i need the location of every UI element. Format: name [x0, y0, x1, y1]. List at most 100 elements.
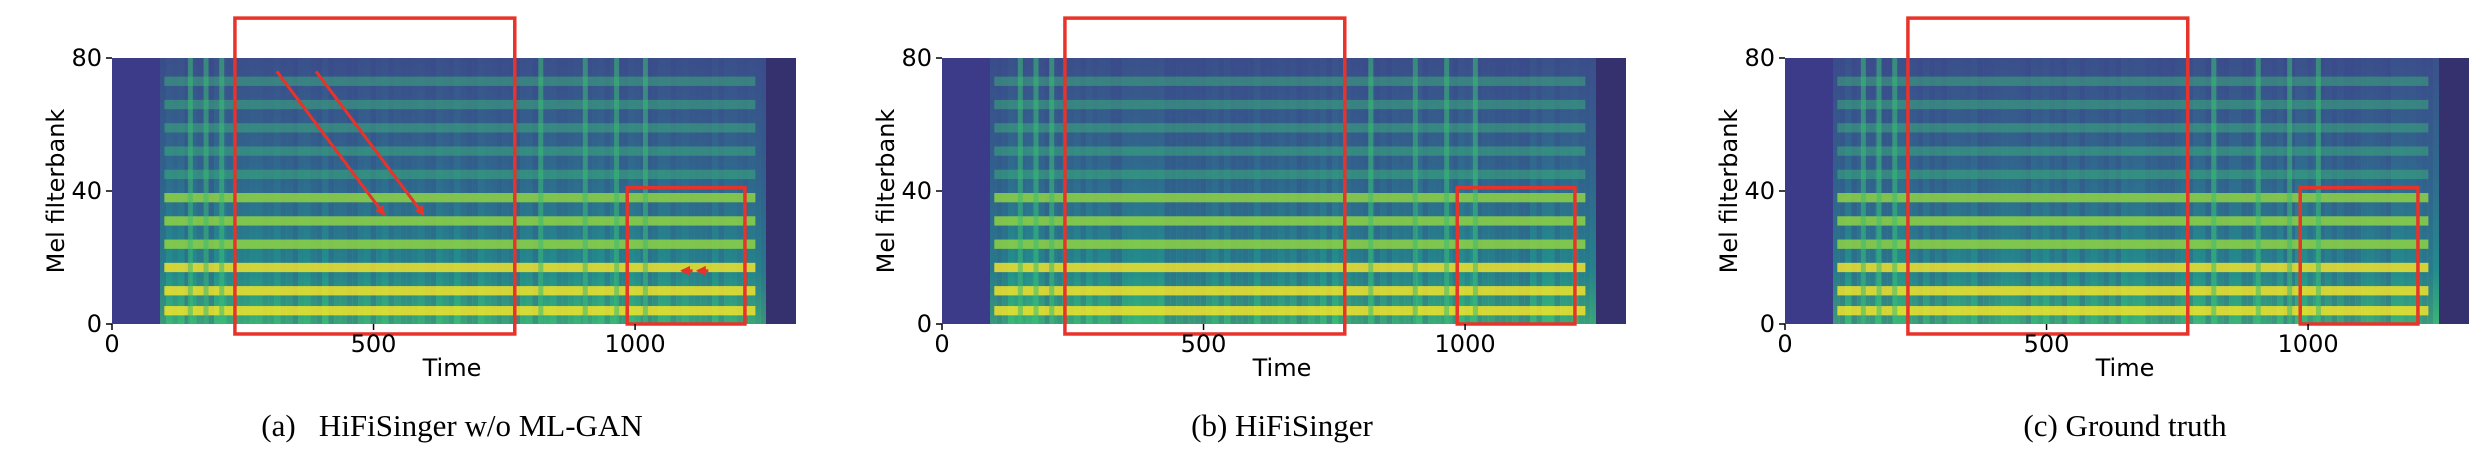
- voiced-column: [1134, 58, 1141, 324]
- voiced-column: [1014, 58, 1021, 324]
- silence-column: [154, 58, 160, 324]
- voiced-column: [1272, 58, 1279, 324]
- voiced-column: [1278, 58, 1285, 324]
- voiced-column: [2295, 58, 2302, 324]
- voiced-column: [658, 58, 665, 324]
- voiced-column: [2121, 58, 2128, 324]
- voiced-column: [2145, 58, 2152, 324]
- transient-line: [582, 58, 588, 324]
- harmonic-band: [1837, 239, 2429, 249]
- voiced-column: [2427, 58, 2434, 324]
- voiced-column: [2223, 58, 2230, 324]
- voiced-column: [472, 58, 479, 324]
- voiced-column: [1338, 58, 1345, 324]
- silence-column: [124, 58, 130, 324]
- voiced-column: [1320, 58, 1327, 324]
- voiced-column: [400, 58, 407, 324]
- x-tick-label: 500: [351, 330, 397, 358]
- voiced-column: [1548, 58, 1555, 324]
- harmonic-band: [1837, 262, 2429, 273]
- voiced-column: [1314, 58, 1321, 324]
- voiced-column: [1068, 58, 1075, 324]
- voiced-column: [2259, 58, 2266, 324]
- harmonic-band: [164, 99, 756, 110]
- transient-line: [1017, 58, 1023, 324]
- voiced-column: [376, 58, 383, 324]
- voiced-column: [1458, 58, 1465, 324]
- voiced-column: [496, 58, 503, 324]
- transient-line: [219, 58, 225, 324]
- voiced-column: [2055, 58, 2062, 324]
- voiced-column: [760, 58, 767, 324]
- voiced-column: [1422, 58, 1429, 324]
- silence-column: [1815, 58, 1821, 324]
- voiced-column: [1116, 58, 1123, 324]
- silence-column: [784, 58, 790, 324]
- voiced-column: [1398, 58, 1405, 324]
- voiced-column: [1392, 58, 1399, 324]
- voiced-column: [2343, 58, 2350, 324]
- voiced-column: [688, 58, 695, 324]
- voiced-column: [1434, 58, 1441, 324]
- voiced-column: [1869, 58, 1876, 324]
- voiced-column: [1488, 58, 1495, 324]
- silence-column: [2463, 58, 2469, 324]
- harmonic-band: [994, 306, 1586, 316]
- silence-column: [790, 58, 796, 324]
- voiced-column: [2397, 58, 2404, 324]
- voiced-column: [1266, 58, 1273, 324]
- voiced-column: [1332, 58, 1339, 324]
- voiced-column: [358, 58, 365, 324]
- spectrogram-plot: 0 500 1000 0 40 80: [71, 16, 796, 358]
- harmonic-band: [1837, 216, 2429, 226]
- voiced-column: [502, 58, 509, 324]
- voiced-column: [1923, 58, 1930, 324]
- silence-column: [1797, 58, 1803, 324]
- silence-column: [136, 58, 142, 324]
- silence-column: [1620, 58, 1626, 324]
- voiced-column: [328, 58, 335, 324]
- silence-column: [1821, 58, 1827, 324]
- voiced-column: [676, 58, 683, 324]
- harmonic-band: [1837, 99, 2429, 110]
- voiced-column: [730, 58, 737, 324]
- voiced-column: [1554, 58, 1561, 324]
- voiced-column: [1899, 58, 1906, 324]
- y-tick-label: 0: [917, 310, 932, 338]
- voiced-column: [1536, 58, 1543, 324]
- voiced-column: [208, 58, 215, 324]
- harmonic-band: [164, 216, 756, 226]
- x-tick-label: 1000: [2278, 330, 2339, 358]
- voiced-column: [2301, 58, 2308, 324]
- transient-line: [1049, 58, 1055, 324]
- harmonic-band: [994, 192, 1586, 203]
- voiced-column: [1098, 58, 1105, 324]
- voiced-column: [172, 58, 179, 324]
- voiced-column: [568, 58, 575, 324]
- voiced-column: [2421, 58, 2428, 324]
- transient-line: [2211, 58, 2217, 324]
- harmonic-band: [164, 262, 756, 273]
- voiced-column: [1881, 58, 1888, 324]
- silence-column: [112, 58, 118, 324]
- silence-column: [984, 58, 990, 324]
- voiced-column: [748, 58, 755, 324]
- voiced-column: [1452, 58, 1459, 324]
- silence-column: [1785, 58, 1791, 324]
- y-tick-label: 80: [901, 44, 932, 72]
- voiced-column: [2031, 58, 2038, 324]
- voiced-column: [1104, 58, 1111, 324]
- voiced-column: [2205, 58, 2212, 324]
- voiced-column: [2043, 58, 2050, 324]
- silence-column: [778, 58, 784, 324]
- voiced-column: [388, 58, 395, 324]
- silence-column: [948, 58, 954, 324]
- voiced-column: [2181, 58, 2188, 324]
- voiced-column: [1284, 58, 1291, 324]
- voiced-column: [1020, 58, 1027, 324]
- voiced-column: [736, 58, 743, 324]
- voiced-column: [2085, 58, 2092, 324]
- highlight-box: [2298, 185, 2420, 326]
- voiced-column: [298, 58, 305, 324]
- spectrogram-plot: 0 500 1000 0 40 80: [1744, 16, 2469, 358]
